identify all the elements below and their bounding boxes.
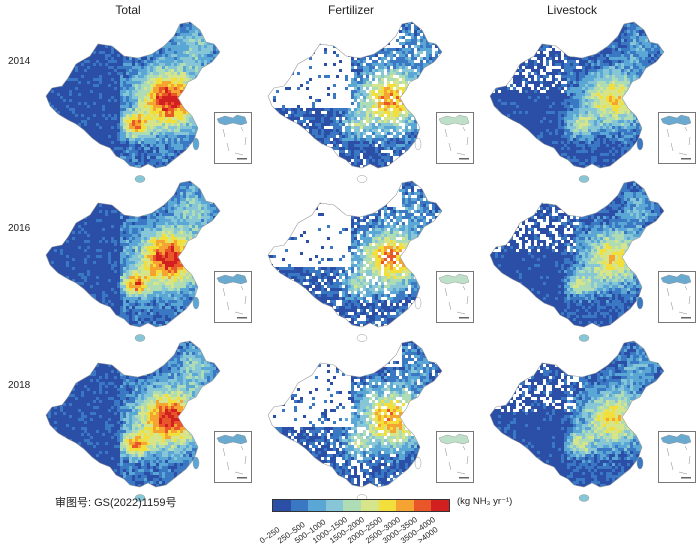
legend-swatch xyxy=(273,500,291,511)
map-panel-livestock-2018 xyxy=(472,335,682,505)
row-label-2014: 2014 xyxy=(8,56,30,67)
south-china-sea-inset xyxy=(214,112,252,164)
south-china-sea-inset xyxy=(214,431,252,483)
south-china-sea-inset xyxy=(658,271,696,323)
map-panel-livestock-2014 xyxy=(472,16,682,186)
legend-swatch xyxy=(325,500,344,511)
column-title-livestock: Livestock xyxy=(462,3,682,17)
legend-class-labels: 0–250 250–500 500–1000 1000–1500 1500–2000 20… xyxy=(258,514,458,546)
legend-swatch xyxy=(413,500,432,511)
legend-swatch xyxy=(378,500,397,511)
map-panel-fertilizer-2016 xyxy=(250,175,460,345)
map-panel-total-2018 xyxy=(28,335,238,505)
legend-swatch xyxy=(360,500,379,511)
column-title-fertilizer: Fertilizer xyxy=(241,3,461,17)
south-china-sea-inset xyxy=(436,431,474,483)
legend-color-bar xyxy=(272,499,450,512)
legend-swatch xyxy=(290,500,309,511)
column-title-total: Total xyxy=(18,3,238,17)
south-china-sea-inset xyxy=(214,271,252,323)
map-review-number: 审图号: GS(2022)1159号 xyxy=(55,494,176,510)
south-china-sea-inset xyxy=(436,112,474,164)
south-china-sea-inset xyxy=(658,112,696,164)
legend-swatch xyxy=(431,500,449,511)
south-china-sea-inset xyxy=(658,431,696,483)
row-label-2018: 2018 xyxy=(8,380,30,391)
legend-swatch xyxy=(396,500,414,511)
legend-swatch xyxy=(343,500,361,511)
map-panel-total-2014 xyxy=(28,16,238,186)
map-panel-livestock-2016 xyxy=(472,175,682,345)
color-legend xyxy=(272,499,450,512)
legend-swatch xyxy=(308,500,326,511)
legend-unit: (kg NH₃ yr⁻¹) xyxy=(457,496,512,507)
map-panel-total-2016 xyxy=(28,175,238,345)
south-china-sea-inset xyxy=(436,271,474,323)
map-panel-fertilizer-2018 xyxy=(250,335,460,505)
map-panel-fertilizer-2014 xyxy=(250,16,460,186)
row-label-2016: 2016 xyxy=(8,223,30,234)
